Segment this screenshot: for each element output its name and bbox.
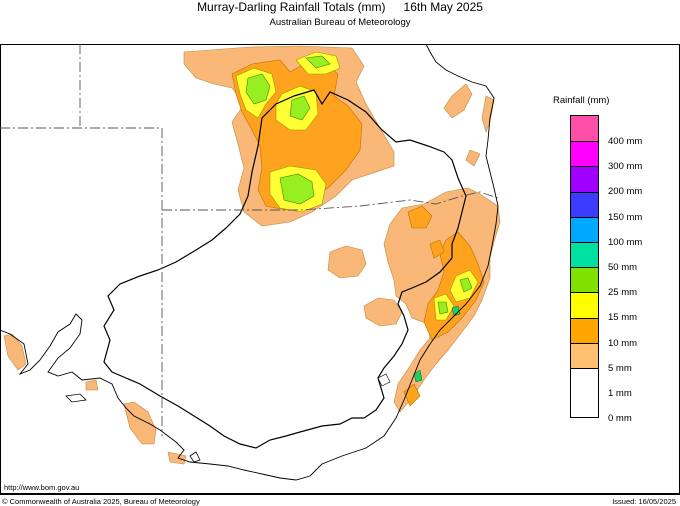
legend-label: 15 mm (608, 312, 638, 324)
legend-label: 300 mm (608, 161, 643, 173)
footer-issued: Issued: 16/05/2025 (612, 497, 676, 506)
legend-label: 5 mm (608, 362, 632, 374)
port-phillip (189, 451, 201, 463)
legend-swatch (571, 242, 598, 268)
legend-label: 25 mm (608, 287, 638, 299)
legend-swatch (571, 116, 598, 142)
legend-swatch (571, 166, 598, 192)
rainfall-25mm-areas (413, 305, 461, 383)
legend-swatch (571, 292, 598, 318)
legend-label: 150 mm (608, 211, 643, 223)
legend-colorbar (570, 115, 599, 418)
legend-swatch (571, 267, 598, 293)
legend-swatch (571, 191, 598, 217)
rain-area-qld-coast (443, 83, 473, 119)
rainfall-map (0, 44, 680, 494)
legend-label: 200 mm (608, 186, 643, 198)
rain-area-inland-blob (327, 245, 367, 279)
footer-bar (0, 494, 680, 506)
legend-label: 400 mm (608, 136, 643, 147)
rain-area-15mm-north-1 (245, 73, 271, 105)
legend-swatch (571, 216, 598, 242)
rain-area-sa-gulf (3, 333, 27, 371)
rain-area-15mm-coast (459, 277, 473, 293)
legend-swatch (571, 317, 598, 343)
legend-swatch (571, 141, 598, 167)
rainfall-15mm-areas (245, 55, 473, 315)
legend-title: Rainfall (mm) (553, 95, 610, 106)
footer-url[interactable]: http://www.bom.gov.au (4, 483, 80, 492)
map-title-text: Murray-Darling Rainfall Totals (mm) (197, 0, 386, 14)
map-date: 16th May 2025 (403, 0, 483, 14)
rain-area-25mm-2 (413, 369, 423, 383)
rain-area-15mm-north-3 (305, 55, 331, 69)
rain-area-15mm-coast-2 (437, 301, 449, 315)
nsw-lake (377, 373, 391, 387)
border-qld-nsw (162, 191, 499, 211)
basin-boundary (103, 89, 467, 449)
map-subtitle: Australian Bureau of Meteorology (269, 17, 411, 28)
rain-area-25mm-1 (451, 305, 461, 317)
legend-label: 0 mm (608, 413, 632, 425)
rain-area-vic-west (123, 401, 157, 445)
rain-area-5mm-coast-3 (429, 239, 445, 259)
legend-swatch (571, 342, 598, 368)
rain-area-5mm-coast-2 (407, 205, 433, 229)
legend-swatch (571, 368, 598, 394)
kangaroo-island (65, 393, 87, 403)
coastline (0, 44, 499, 481)
legend-label: 1 mm (608, 388, 632, 399)
rain-area-sa-coast (85, 379, 99, 391)
legend-label: 10 mm (608, 337, 638, 349)
state-borders (0, 44, 499, 436)
map-title: Murray-Darling Rainfall Totals (mm) 16th … (0, 0, 680, 14)
rain-area-qld-coast-3 (465, 149, 481, 167)
legend-label: 50 mm (608, 262, 638, 273)
rain-area-central-nsw (363, 297, 403, 327)
rain-area-15mm-central (279, 173, 315, 205)
rain-area-15mm-north-2 (289, 95, 311, 121)
footer-copyright: © Commonwealth of Australia 2025, Bureau… (2, 497, 200, 506)
legend-label: 100 mm (608, 236, 643, 248)
rain-area-qld-coast-2 (481, 95, 495, 133)
